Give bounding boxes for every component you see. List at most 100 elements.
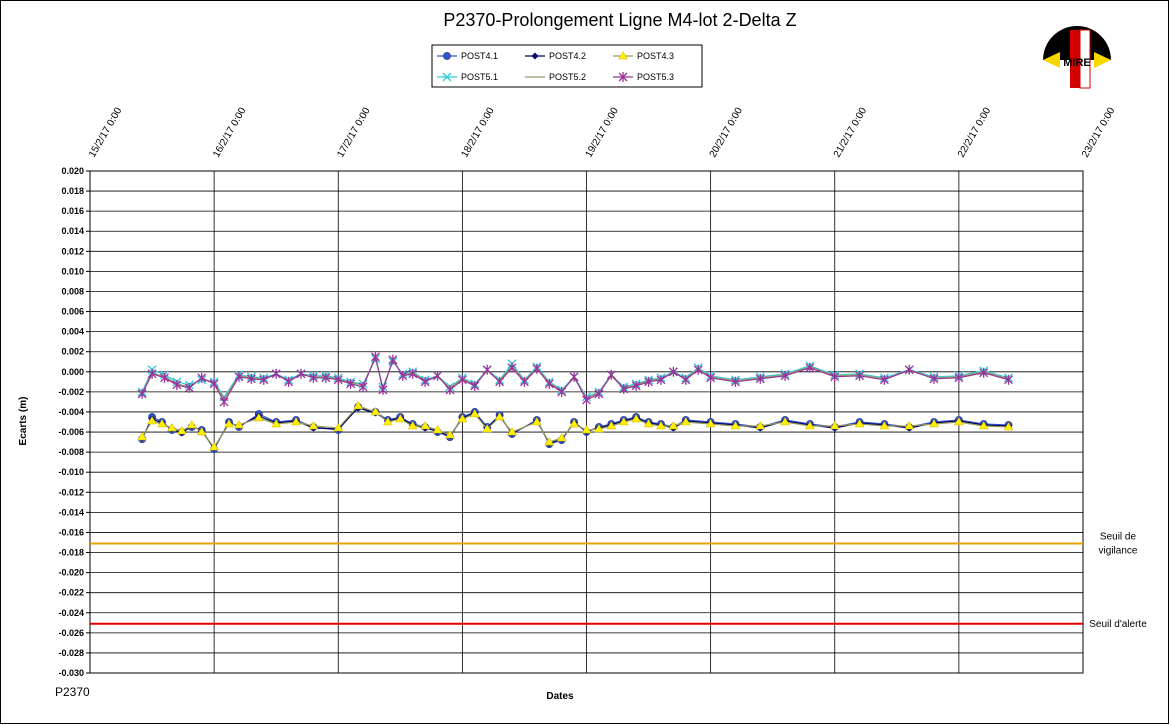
data-point xyxy=(382,417,393,426)
data-point xyxy=(147,368,157,379)
data-point xyxy=(234,371,244,382)
x-tick-label: 17/2/17 0:00 xyxy=(335,105,373,159)
y-tick-label: -0.028 xyxy=(58,648,84,658)
y-tick-label: -0.030 xyxy=(58,668,84,678)
y-tick-label: -0.012 xyxy=(58,487,84,497)
data-point xyxy=(581,425,592,434)
y-tick-label: -0.016 xyxy=(58,527,84,537)
series-post5-3 xyxy=(137,351,1013,407)
y-tick-label: -0.006 xyxy=(58,427,84,437)
data-point xyxy=(929,373,939,384)
data-point xyxy=(705,419,716,428)
data-point xyxy=(433,370,443,381)
data-point xyxy=(631,380,641,391)
mire-logo: MIRE xyxy=(1043,26,1111,89)
data-point xyxy=(656,421,666,430)
legend-marker xyxy=(618,72,628,82)
data-point xyxy=(569,371,579,382)
data-point xyxy=(166,423,177,432)
data-point xyxy=(420,376,430,387)
legend-item: POST4.2 xyxy=(525,51,586,61)
data-point xyxy=(544,437,555,446)
data-point xyxy=(804,421,815,430)
legend-marker xyxy=(442,72,452,82)
data-point xyxy=(681,374,691,385)
logo-text: MIRE xyxy=(1063,57,1091,69)
data-point xyxy=(420,421,431,430)
data-point xyxy=(308,372,318,383)
data-point xyxy=(706,372,716,383)
data-point xyxy=(594,388,604,399)
data-point xyxy=(445,384,455,395)
legend-label: POST5.1 xyxy=(461,72,498,82)
data-point xyxy=(371,351,380,362)
data-point xyxy=(606,421,617,430)
data-point xyxy=(532,363,542,374)
y-tick-label: 0.018 xyxy=(61,186,84,196)
data-point xyxy=(353,400,364,410)
data-point xyxy=(469,408,480,418)
legend-item: POST4.3 xyxy=(613,51,674,61)
x-tick-label: 23/2/17 0:00 xyxy=(1080,105,1118,159)
y-tick-label: 0.016 xyxy=(61,206,84,216)
data-point xyxy=(137,388,147,399)
data-point xyxy=(531,417,542,426)
data-point xyxy=(519,376,529,387)
legend-label: POST5.3 xyxy=(637,72,674,82)
data-point xyxy=(507,362,517,373)
data-point xyxy=(395,414,406,423)
data-point xyxy=(929,419,939,428)
legend-label: POST4.1 xyxy=(461,51,498,61)
y-tick-label: 0.002 xyxy=(61,347,84,357)
legend-label: POST4.3 xyxy=(637,51,674,61)
y-tick-label: 0.012 xyxy=(61,246,84,256)
data-point xyxy=(296,368,306,379)
data-point xyxy=(618,417,629,426)
y-tick-label: -0.008 xyxy=(58,447,84,457)
data-point xyxy=(432,425,443,434)
y-tick-label: 0.000 xyxy=(61,367,84,377)
y-tick-label: -0.010 xyxy=(58,467,84,477)
x-tick-label: 20/2/17 0:00 xyxy=(708,105,746,159)
legend-marker xyxy=(531,52,539,60)
data-point xyxy=(507,427,517,436)
x-tick-label: 22/2/17 0:00 xyxy=(956,105,994,159)
data-point xyxy=(137,432,148,441)
x-axis-label: Dates xyxy=(546,691,574,702)
x-tick-label: 15/2/17 0:00 xyxy=(87,105,125,159)
data-point xyxy=(197,372,207,383)
data-point xyxy=(291,417,301,426)
data-point xyxy=(494,411,505,421)
chart-title: P2370-Prolongement Ligne M4-lot 2-Delta … xyxy=(443,10,796,30)
data-point xyxy=(978,421,989,430)
data-point xyxy=(755,373,765,384)
threshold-label: vigilance xyxy=(1099,545,1138,556)
data-point xyxy=(606,369,616,380)
data-point xyxy=(619,383,629,394)
data-point xyxy=(246,373,256,384)
y-tick-label: -0.024 xyxy=(58,608,84,618)
data-point xyxy=(172,379,182,390)
y-tick-label: -0.026 xyxy=(58,628,84,638)
corner-label: P2370 xyxy=(55,685,90,699)
data-point xyxy=(755,421,766,430)
data-point xyxy=(730,376,740,387)
data-point xyxy=(668,366,678,377)
data-point xyxy=(253,412,264,422)
data-point xyxy=(259,374,269,385)
data-point xyxy=(855,370,865,381)
data-point xyxy=(457,374,467,385)
data-point xyxy=(219,396,229,407)
data-point xyxy=(569,419,580,428)
threshold-label: Seuil de xyxy=(1100,531,1137,542)
data-point xyxy=(879,374,889,385)
y-tick-label: 0.020 xyxy=(61,166,84,176)
data-point xyxy=(879,421,890,430)
data-point xyxy=(370,406,381,416)
data-point xyxy=(445,430,455,439)
x-tick-label: 21/2/17 0:00 xyxy=(832,105,870,159)
y-tick-label: 0.006 xyxy=(61,307,84,317)
data-point xyxy=(582,394,591,405)
data-point xyxy=(668,421,679,430)
data-point xyxy=(556,433,567,442)
